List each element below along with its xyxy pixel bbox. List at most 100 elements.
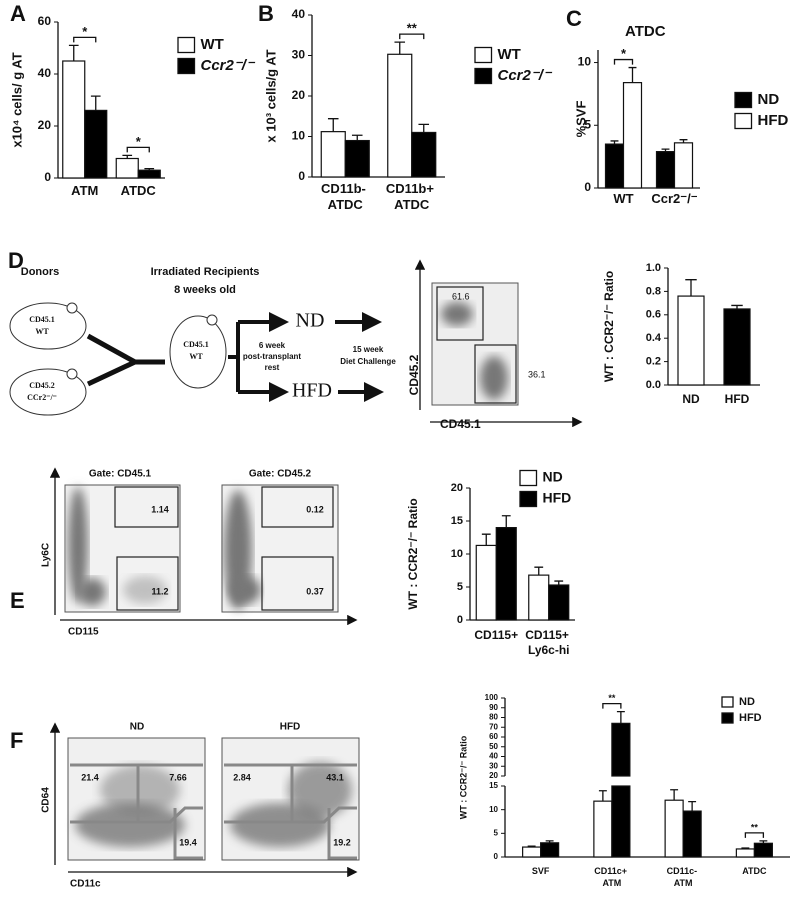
y-tick-label: 10 bbox=[578, 55, 592, 69]
panel-label: E bbox=[10, 588, 25, 613]
legend-swatch bbox=[734, 91, 753, 109]
error-bar bbox=[759, 840, 768, 844]
significance-label: ** bbox=[407, 21, 418, 36]
legend-swatch bbox=[474, 46, 493, 64]
event-cloud bbox=[480, 356, 508, 400]
mouse bbox=[169, 315, 227, 389]
y-tick-label: 20 bbox=[292, 88, 306, 102]
bar bbox=[673, 142, 694, 189]
gate bbox=[114, 486, 179, 528]
significance-bracket bbox=[744, 832, 765, 838]
y-axis-label: WT : CCR2⁻/⁻ Ratio bbox=[602, 271, 616, 382]
schematic-text: post-transplant bbox=[243, 352, 302, 361]
x-tick-label: HFD bbox=[725, 392, 750, 406]
significance-label: * bbox=[621, 46, 627, 61]
significance-bracket bbox=[126, 146, 150, 153]
bar bbox=[137, 169, 161, 179]
gate-value: 21.4 bbox=[81, 772, 99, 782]
gate-value: 43.1 bbox=[326, 772, 344, 782]
error-bar bbox=[741, 847, 750, 849]
y-tick-label: 100 bbox=[485, 693, 499, 702]
gate bbox=[261, 486, 334, 528]
gate-value: 36.1 bbox=[528, 369, 546, 379]
bar bbox=[593, 800, 613, 858]
bar bbox=[495, 526, 517, 621]
x-tick-label: ND bbox=[682, 392, 700, 406]
panel-label: C bbox=[566, 6, 582, 31]
axis-label: CD45.1 bbox=[440, 417, 481, 431]
error-bar bbox=[554, 580, 564, 586]
axis-label: CD64 bbox=[41, 787, 52, 813]
y-tick-label: 0 bbox=[584, 180, 591, 194]
y-axis-label: x10⁴ cells/ g AT bbox=[9, 52, 24, 147]
bar bbox=[344, 139, 370, 178]
bar bbox=[115, 157, 139, 179]
legend-label: Ccr2⁻/⁻ bbox=[498, 67, 553, 84]
legend-swatch bbox=[721, 696, 734, 708]
panel-label: A bbox=[10, 1, 26, 26]
error-bar bbox=[731, 304, 743, 309]
bar bbox=[548, 584, 570, 621]
x-tick-label: CD11b+ ATDC bbox=[386, 181, 438, 212]
y-tick-label: 40 bbox=[38, 66, 52, 80]
x-tick-label: CD115+ bbox=[474, 628, 518, 642]
error-bar bbox=[534, 566, 544, 576]
bar bbox=[723, 308, 751, 386]
gate-value: 19.4 bbox=[179, 837, 197, 847]
significance-label: ** bbox=[751, 822, 759, 832]
y-tick-label: 0 bbox=[44, 170, 51, 184]
error-bar bbox=[394, 41, 406, 55]
y-tick-label: 90 bbox=[489, 703, 498, 712]
bar-chart: 0 20 40 60 x10⁴ cells/ g AT ATM * ATDC * WT Ccr2⁻/… bbox=[9, 14, 256, 198]
bar bbox=[664, 799, 684, 858]
schematic-text: rest bbox=[265, 363, 280, 372]
gate-value: 0.12 bbox=[306, 504, 324, 514]
gate-value: 2.84 bbox=[233, 772, 251, 782]
plot-title: Gate: CD45.2 bbox=[249, 469, 312, 480]
error-bar bbox=[327, 118, 339, 132]
y-tick-label: 10 bbox=[489, 805, 498, 814]
error-bar bbox=[661, 148, 670, 152]
schematic-text: HFD bbox=[292, 380, 332, 402]
error-bar bbox=[679, 139, 688, 143]
axis-label: CD45.2 bbox=[407, 354, 421, 395]
schematic-text: CD45.1 bbox=[183, 340, 209, 349]
bar bbox=[611, 785, 631, 858]
axis-label: CD11c bbox=[70, 879, 101, 890]
legend-label: HFD bbox=[758, 112, 789, 129]
error-bar bbox=[527, 845, 536, 848]
axis-label: CD115 bbox=[68, 627, 99, 638]
legend-label: HFD bbox=[739, 712, 762, 724]
gate-value: 19.2 bbox=[333, 837, 351, 847]
y-tick-label: 20 bbox=[451, 482, 463, 494]
bar bbox=[62, 60, 86, 179]
y-tick-label: 40 bbox=[292, 7, 306, 21]
gate bbox=[261, 556, 334, 611]
y-tick-label: 0.2 bbox=[646, 356, 661, 368]
legend-label: WT bbox=[201, 36, 224, 53]
y-tick-label: 15 bbox=[451, 515, 463, 527]
mouse bbox=[9, 302, 87, 350]
gate bbox=[224, 763, 357, 860]
y-tick-label: 10 bbox=[451, 548, 463, 560]
bar bbox=[387, 53, 413, 178]
bar bbox=[682, 810, 702, 858]
legend-label: HFD bbox=[543, 490, 572, 506]
x-tick-label: Ccr2⁻/⁻ bbox=[651, 191, 697, 206]
x-tick-label: SVF bbox=[532, 866, 550, 876]
schematic-text: 6 week bbox=[259, 341, 286, 350]
error-bar bbox=[122, 154, 133, 159]
error-bar bbox=[545, 840, 554, 843]
legend-swatch bbox=[721, 712, 734, 724]
legend-swatch bbox=[519, 469, 538, 487]
error-bar bbox=[670, 789, 679, 801]
bar bbox=[522, 846, 542, 858]
bar bbox=[622, 82, 643, 189]
legend-label: Ccr2⁻/⁻ bbox=[201, 57, 256, 74]
error-bar bbox=[144, 167, 155, 171]
significance-label: ** bbox=[608, 693, 616, 703]
bar-chart: 0 5 10 %SVF ATDC WT * Ccr2⁻/⁻ ND HFD bbox=[573, 23, 788, 206]
y-tick-label: 0.6 bbox=[646, 309, 661, 321]
legend-label: ND bbox=[758, 91, 780, 108]
error-bar bbox=[685, 279, 697, 297]
